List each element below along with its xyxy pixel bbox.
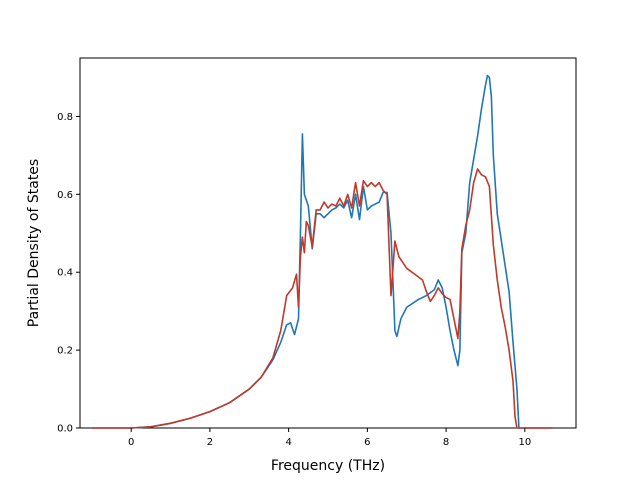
series-layer <box>91 74 553 429</box>
x-tick-label: 0 <box>128 437 134 448</box>
y-axis: 0.0 0.2 0.4 0.6 0.8 <box>57 112 80 435</box>
x-axis: 0 2 4 6 8 10 <box>128 428 531 448</box>
plot-frame <box>79 57 577 429</box>
series-line-1 <box>91 168 553 429</box>
y-tick-label: 0.8 <box>57 112 73 123</box>
x-tick-label: 8 <box>443 437 449 448</box>
y-tick-label: 0.2 <box>57 346 73 357</box>
y-tick-label: 0.0 <box>57 424 73 435</box>
series-line-0 <box>91 74 553 429</box>
y-tick-label: 0.6 <box>57 190 73 201</box>
y-axis-label: Partial Density of States <box>26 159 42 327</box>
x-tick-label: 4 <box>285 437 291 448</box>
x-tick-label: 10 <box>518 437 531 448</box>
x-tick-label: 2 <box>207 437 213 448</box>
y-tick-label: 0.4 <box>57 268 73 279</box>
x-axis-label: Frequency (THz) <box>271 458 385 474</box>
x-tick-label: 6 <box>364 437 370 448</box>
